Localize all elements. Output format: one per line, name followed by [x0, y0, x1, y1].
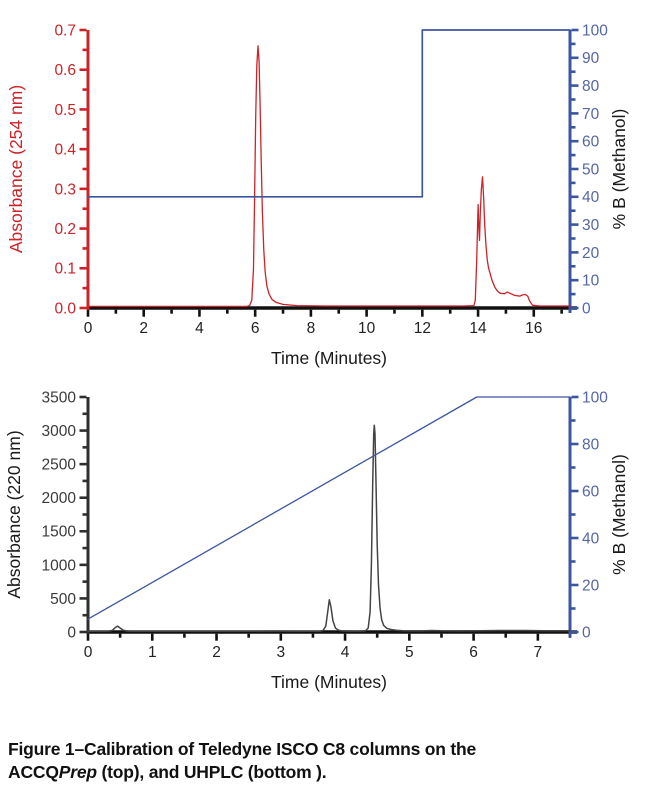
svg-text:4: 4 [195, 320, 204, 337]
svg-text:30: 30 [582, 217, 600, 234]
figure-caption: Figure 1–Calibration of Teledyne ISCO C8… [8, 738, 650, 784]
x-axis: 0 2 4 6 8 10 12 14 16 Time (Minutes) [84, 306, 577, 368]
left-y-axis: 0.0 0.1 0.2 0.3 0.4 0.5 0.6 0.7 Absorbance (254 … [6, 22, 90, 317]
svg-text:20: 20 [582, 577, 600, 594]
svg-text:8: 8 [307, 320, 316, 337]
svg-text:4: 4 [341, 644, 350, 661]
svg-text:80: 80 [582, 78, 600, 95]
x-axis: 0 1 2 3 4 5 6 7 Time (Minutes) [84, 630, 577, 692]
svg-text:40: 40 [582, 530, 600, 547]
caption-line2-italic: Prep [58, 762, 97, 783]
series-absorbance-254nm [87, 45, 571, 308]
caption-line2-post: (top), and UHPLC (bottom ). [96, 762, 327, 783]
svg-text:3500: 3500 [42, 389, 77, 406]
svg-text:0: 0 [84, 320, 93, 337]
svg-text:16: 16 [525, 320, 542, 337]
svg-text:0: 0 [84, 644, 93, 661]
svg-text:0: 0 [67, 624, 76, 641]
svg-text:80: 80 [582, 436, 600, 453]
svg-text:60: 60 [582, 134, 600, 151]
svg-text:1500: 1500 [42, 524, 77, 541]
svg-text:0.0: 0.0 [54, 300, 76, 317]
series-gradient-percent-b [87, 29, 571, 198]
svg-text:1000: 1000 [42, 557, 77, 574]
svg-text:3: 3 [276, 644, 285, 661]
svg-text:0.2: 0.2 [54, 221, 76, 238]
svg-text:50: 50 [582, 161, 600, 178]
svg-text:0.5: 0.5 [54, 102, 76, 119]
right-y-axis: 0 10 20 30 40 50 60 70 80 90 100 % B (Methanol) [568, 22, 629, 317]
right-y-axis: 0 20 40 60 80 100 % B (Methanol) [568, 389, 629, 641]
svg-text:100: 100 [582, 389, 608, 406]
svg-text:1: 1 [148, 644, 157, 661]
svg-text:5: 5 [405, 644, 414, 661]
svg-text:% B (Methanol): % B (Methanol) [609, 109, 629, 230]
left-y-axis: 0 500 1000 1500 2000 2500 3000 3500 Absorbance (… [4, 389, 90, 641]
svg-text:6: 6 [469, 644, 478, 661]
svg-text:Time (Minutes): Time (Minutes) [271, 672, 387, 692]
svg-text:40: 40 [582, 189, 600, 206]
svg-text:2: 2 [212, 644, 221, 661]
svg-text:Time (Minutes): Time (Minutes) [271, 348, 387, 368]
caption-line2-pre: ACCQ [8, 762, 59, 783]
svg-text:100: 100 [582, 22, 608, 39]
series-absorbance-220nm [87, 424, 571, 633]
svg-text:60: 60 [582, 483, 600, 500]
svg-text:14: 14 [469, 320, 487, 337]
series-gradient-percent-b [87, 396, 571, 620]
svg-text:12: 12 [414, 320, 431, 337]
svg-text:6: 6 [251, 320, 260, 337]
svg-text:Absorbance (220 nm): Absorbance (220 nm) [4, 430, 24, 598]
svg-text:70: 70 [582, 106, 600, 123]
svg-text:10: 10 [582, 273, 600, 290]
svg-text:0.1: 0.1 [54, 261, 76, 278]
svg-text:2000: 2000 [42, 490, 77, 507]
svg-text:500: 500 [50, 591, 76, 608]
caption-line1: Figure 1–Calibration of Teledyne ISCO C8… [8, 739, 477, 759]
svg-text:Absorbance (254 nm): Absorbance (254 nm) [6, 85, 26, 253]
svg-text:% B (Methanol): % B (Methanol) [609, 454, 629, 575]
svg-text:2500: 2500 [42, 457, 77, 474]
svg-text:0: 0 [582, 300, 591, 317]
svg-text:0.3: 0.3 [54, 181, 76, 198]
svg-text:7: 7 [534, 644, 543, 661]
svg-text:90: 90 [582, 50, 600, 67]
svg-text:0.6: 0.6 [54, 62, 76, 79]
svg-text:0.7: 0.7 [54, 22, 76, 39]
svg-text:3000: 3000 [42, 423, 77, 440]
svg-text:2: 2 [139, 320, 148, 337]
svg-text:0: 0 [582, 624, 591, 641]
svg-text:20: 20 [582, 245, 600, 262]
svg-text:10: 10 [358, 320, 376, 337]
svg-text:0.4: 0.4 [54, 142, 76, 159]
